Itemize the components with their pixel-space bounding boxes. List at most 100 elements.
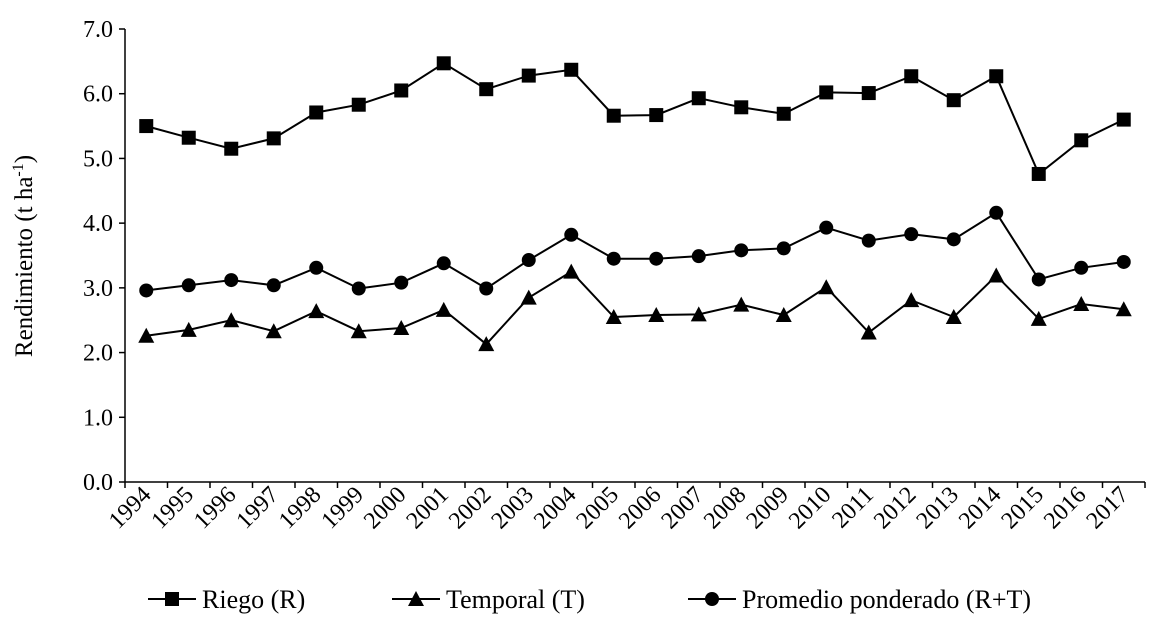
x-tick-label: 2015 [997,482,1049,534]
legend-marker-square [165,592,179,606]
series-2-point [138,327,155,343]
series-3-point [266,278,281,293]
series-3-point [139,283,154,298]
series-1-point [139,119,154,134]
series-2-point [308,303,325,319]
series-1-point [564,62,579,77]
x-tick-label: 2012 [869,482,921,534]
x-tick-label: 1995 [147,482,199,534]
series-1-point [479,82,494,97]
series-3-point [606,251,621,266]
series-1-point [181,130,196,145]
series-2-point [775,307,792,323]
series-3-point [691,249,706,264]
series-2-point [1030,310,1047,326]
series-1-point [606,108,621,123]
series-2-point [605,308,622,324]
y-axis-title: Rendimiento (t ha-1) [10,155,38,357]
x-tick-label: 1999 [317,482,369,534]
series-1-point [521,68,536,83]
series-2-point [860,324,877,340]
y-tick-label: 3.0 [83,276,113,302]
series-2-point [223,312,240,328]
series-3-point [819,220,834,235]
series-2-point [1073,296,1090,312]
series-2-point [818,279,835,295]
y-tick-label: 1.0 [83,405,113,431]
series-1-point [224,141,239,156]
x-tick-label: 2001 [402,482,454,534]
x-tick-label: 2009 [742,482,794,534]
legend-marker-triangle [408,591,424,606]
series-3-point [351,281,366,296]
x-tick-label: 2003 [487,482,539,534]
series-3-point [521,253,536,268]
y-tick-label: 4.0 [83,211,113,237]
x-tick-label: 2014 [954,482,1006,534]
x-tick-label: 2005 [572,482,624,534]
series-3-point [564,227,579,242]
series-1-point [436,56,451,71]
series-3-point [904,227,919,242]
series-2-point [690,306,707,322]
y-tick-label: 2.0 [83,341,113,367]
legend: Riego (R) Temporal (T) Promedio ponderado … [148,585,1031,614]
series-3-point [224,273,239,288]
series-3-point [1074,260,1089,275]
x-tick-label: 2002 [444,482,496,534]
x-tick-label: 1998 [274,482,326,534]
series-1-point [649,108,664,123]
series-1-point [776,106,791,121]
series-3-point [436,256,451,271]
series-2-point [520,289,537,305]
x-tick-label: 1997 [232,482,284,534]
series-1-point [691,91,706,106]
x-tick-label: 2016 [1039,482,1091,534]
series-1-point [1116,112,1131,127]
series-1-point [989,69,1004,84]
series-3-point [649,251,664,266]
x-tick-label: 2017 [1082,482,1134,534]
series-2-point [1115,301,1132,317]
y-tick-label: 0.0 [83,470,113,496]
y-axis-title-tail: ) [11,155,38,163]
series-line-3 [146,211,1124,292]
y-axis-title-superscript: -1 [10,163,27,176]
x-tick-label: 2013 [912,482,964,534]
series-3-point [989,205,1004,220]
series-2-point [648,307,665,323]
series-1-point [734,100,749,115]
series-3-point [1031,272,1046,287]
series-1-point [309,105,324,120]
x-tick-label: 2000 [359,482,411,534]
x-tick-label: 2010 [784,482,836,534]
plot-area: 0.01.02.03.04.05.06.07.01994199519961997… [83,17,1146,534]
series-3-point [946,232,961,247]
series-1-point [1074,133,1089,148]
series-2-point [988,267,1005,283]
series-2-point [478,336,495,352]
series-1-point [819,85,834,100]
series-line-2 [146,270,1124,346]
series-2-point [733,296,750,312]
series-3-point [309,260,324,275]
series-2-point [945,308,962,324]
y-axis-title-main: Rendimiento (t ha [11,177,38,358]
x-tick-label: 2006 [614,482,666,534]
y-tick-label: 6.0 [83,82,113,108]
series-2-point [350,323,367,339]
series-1-point [266,131,281,146]
y-tick-label: 7.0 [83,17,113,43]
series-1-point [1031,166,1046,181]
series-1-point [351,97,366,112]
x-tick-label: 2004 [529,482,581,534]
y-tick-label: 5.0 [83,146,113,172]
x-tick-label: 2007 [657,482,709,534]
series-3-point [776,241,791,256]
x-tick-label: 1996 [189,482,241,534]
series-2-point [903,292,920,308]
series-1-point [904,69,919,84]
x-tick-label: 2011 [827,482,879,534]
legend-label: Temporal (T) [446,585,585,614]
